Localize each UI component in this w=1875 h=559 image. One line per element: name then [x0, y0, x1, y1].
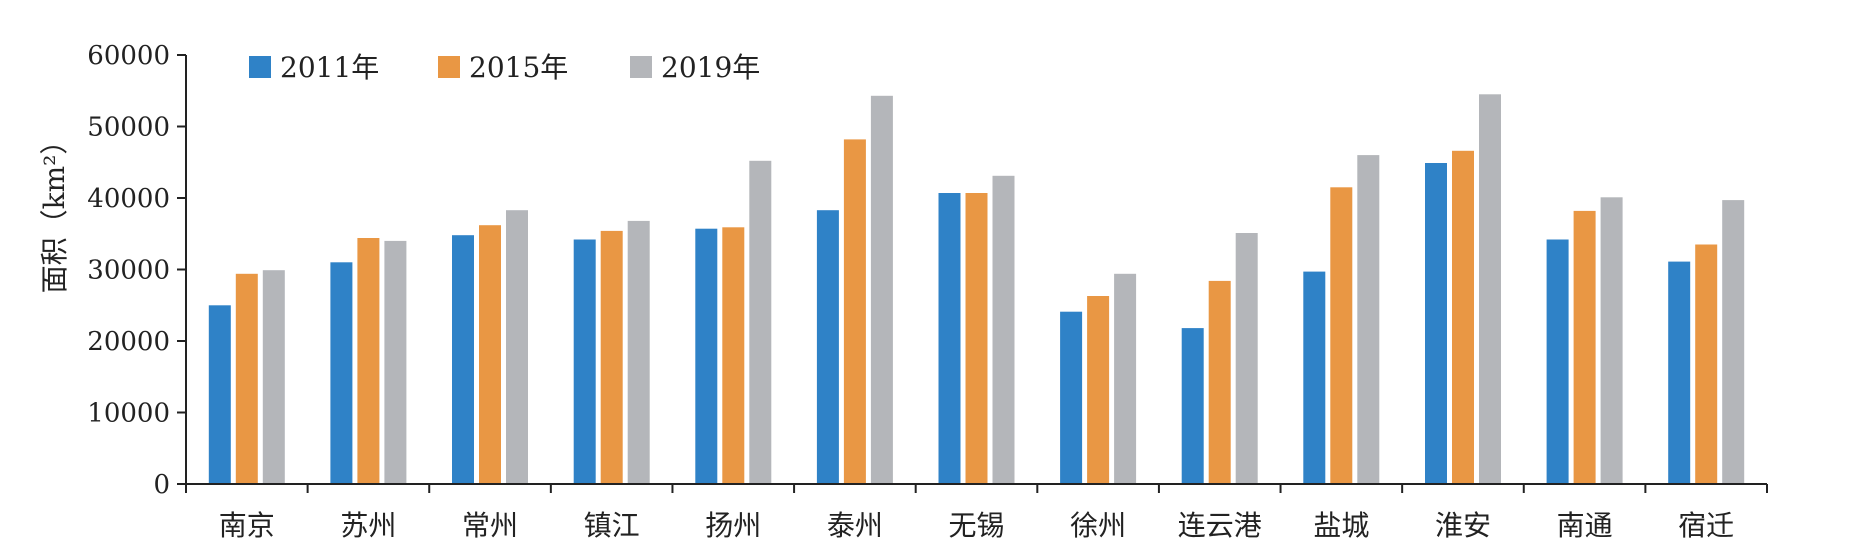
bar-南京-2011年 — [208, 305, 231, 485]
bar-扬州-2011年 — [695, 228, 718, 484]
x-tick-label-常州: 常州 — [462, 509, 518, 542]
bar-宿迁-2011年 — [1668, 261, 1691, 484]
bar-扬州-2015年 — [722, 227, 745, 485]
y-tick-label: 0 — [153, 470, 170, 500]
bar-苏州-2019年 — [384, 240, 407, 484]
bar-淮安-2015年 — [1452, 150, 1474, 485]
y-tick-label: 40000 — [87, 184, 170, 214]
legend-label-2015年: 2015年 — [469, 51, 568, 84]
bar-常州-2019年 — [506, 210, 528, 484]
x-tick-label-南京: 南京 — [219, 509, 275, 542]
y-axis-title: 面积（km²） — [38, 127, 71, 294]
x-tick-label-徐州: 徐州 — [1070, 509, 1126, 542]
bar-盐城-2015年 — [1330, 187, 1353, 485]
bar-扬州-2019年 — [749, 160, 772, 485]
bar-镇江-2015年 — [600, 230, 623, 484]
bar-无锡-2015年 — [965, 193, 988, 484]
legend: 2011年 2015年 2019年 — [249, 51, 760, 84]
bar-无锡-2011年 — [938, 193, 961, 484]
bar-徐州-2015年 — [1087, 296, 1110, 484]
bar-南京-2015年 — [235, 273, 258, 484]
bar-泰州-2019年 — [870, 95, 893, 485]
bar-南通-2015年 — [1573, 210, 1596, 484]
bar-徐州-2011年 — [1060, 311, 1083, 484]
bar-连云港-2011年 — [1181, 328, 1204, 484]
bar-南通-2011年 — [1546, 239, 1569, 484]
x-tick-label-连云港: 连云港 — [1178, 509, 1262, 542]
bar-宿迁-2019年 — [1722, 200, 1745, 484]
bar-镇江-2011年 — [573, 239, 596, 484]
bar-常州-2015年 — [479, 225, 501, 484]
y-tick-label: 10000 — [87, 399, 170, 429]
bar-泰州-2011年 — [816, 210, 839, 484]
bar-盐城-2019年 — [1357, 155, 1380, 484]
y-tick-label: 30000 — [87, 256, 170, 286]
axes-group: 0 10000 20000 30000 40000 50000 60000 南京 苏州 常州 镇江 扬… — [87, 41, 1768, 542]
x-tick-label-无锡: 无锡 — [948, 509, 1004, 542]
x-tick-label-镇江: 镇江 — [584, 509, 640, 542]
bar-镇江-2019年 — [627, 220, 650, 484]
bar-淮安-2019年 — [1479, 94, 1501, 485]
bar-盐城-2011年 — [1303, 271, 1326, 484]
bar-苏州-2015年 — [357, 238, 380, 484]
y-tick-label: 50000 — [87, 113, 170, 143]
x-tick-label-泰州: 泰州 — [827, 509, 883, 542]
bar-泰州-2015年 — [843, 139, 866, 484]
bar-无锡-2019年 — [992, 175, 1015, 485]
bar-徐州-2019年 — [1114, 273, 1137, 484]
legend-swatch-2015年 — [438, 56, 460, 78]
y-tick-label: 20000 — [87, 327, 170, 357]
bar-苏州-2011年 — [330, 262, 353, 484]
x-tick-label-宿迁: 宿迁 — [1678, 509, 1734, 542]
bars-group — [208, 94, 1745, 485]
legend-swatch-2019年 — [630, 56, 652, 78]
x-tick-label-淮安: 淮安 — [1435, 509, 1491, 542]
x-tick-label-苏州: 苏州 — [340, 509, 396, 542]
bar-连云港-2019年 — [1235, 233, 1258, 484]
bar-淮安-2011年 — [1425, 163, 1447, 484]
bar-南通-2019年 — [1600, 197, 1623, 485]
bar-宿迁-2015年 — [1695, 244, 1718, 484]
bar-连云港-2015年 — [1208, 280, 1231, 484]
legend-swatch-2011年 — [249, 56, 271, 78]
legend-label-2011年: 2011年 — [280, 51, 379, 84]
y-tick-label: 60000 — [87, 41, 170, 71]
x-tick-label-盐城: 盐城 — [1313, 509, 1369, 542]
x-tick-label-南通: 南通 — [1557, 509, 1613, 542]
legend-label-2019年: 2019年 — [661, 51, 760, 84]
bar-常州-2011年 — [452, 235, 474, 484]
bar-南京-2019年 — [262, 270, 285, 484]
x-tick-label-扬州: 扬州 — [705, 509, 761, 542]
